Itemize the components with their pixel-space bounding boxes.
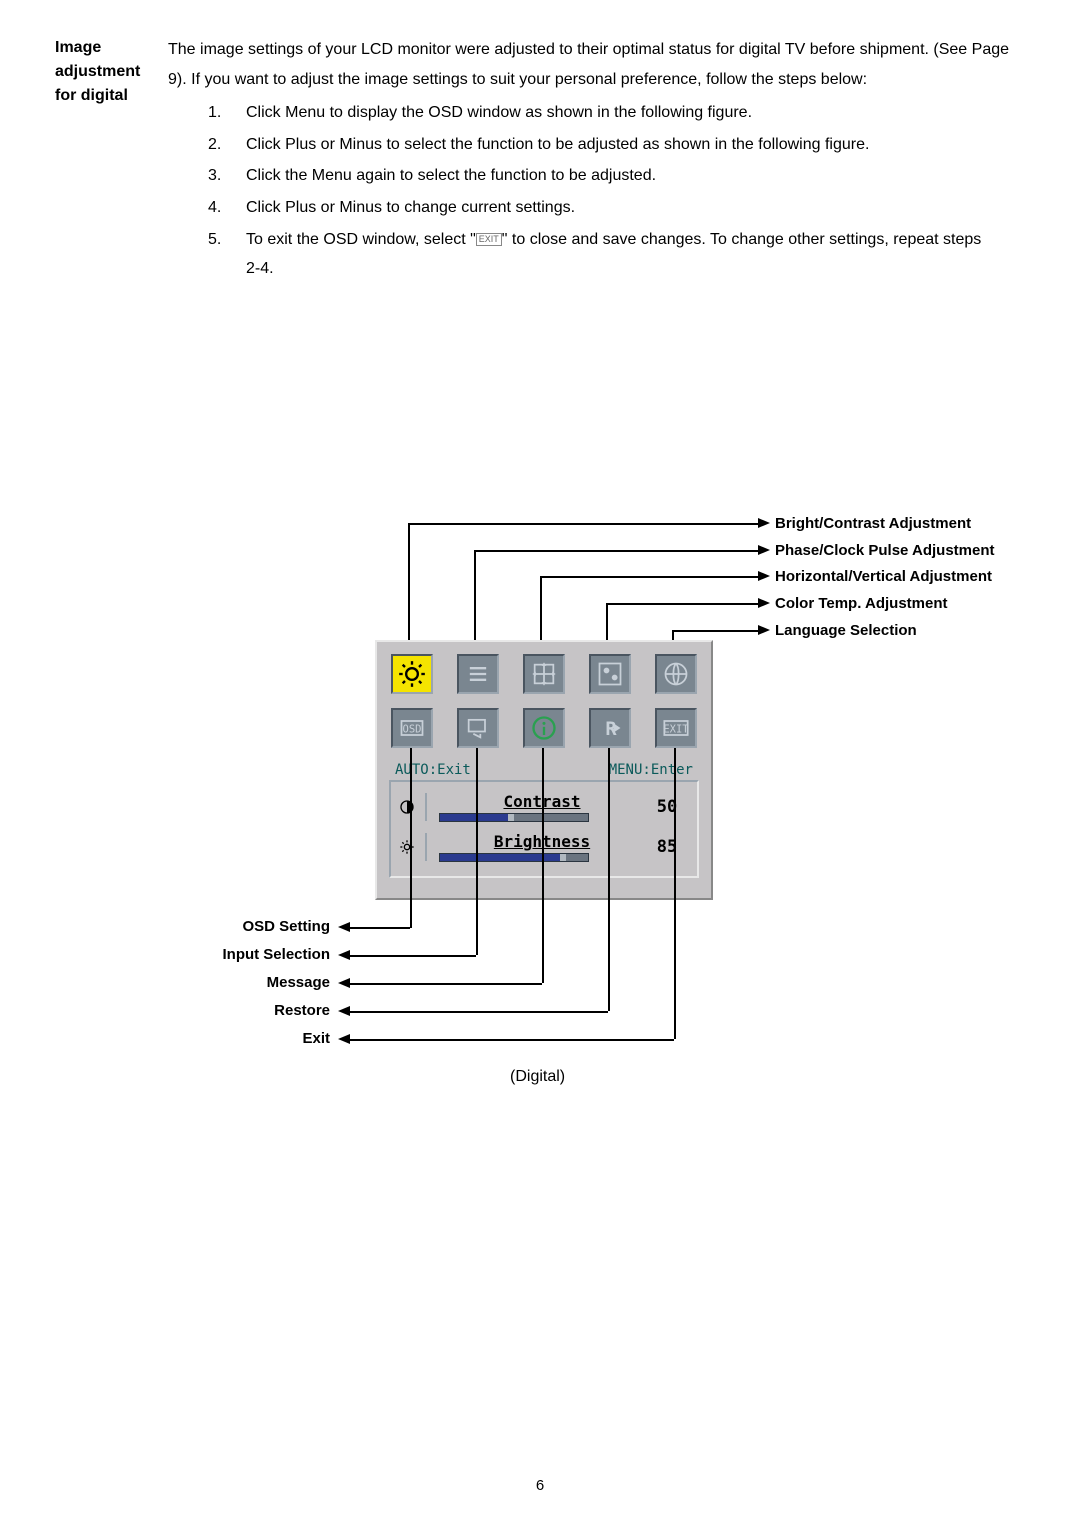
globe-icon — [655, 654, 697, 694]
info-icon — [523, 708, 565, 748]
callout-phase-clock: Phase/Clock Pulse Adjustment — [775, 542, 995, 559]
hint-auto-exit: AUTO:Exit — [395, 762, 471, 778]
exit-text-icon: EXIT — [655, 708, 697, 748]
brightness-small-icon — [399, 833, 427, 861]
osd-text-icon: OSD — [391, 708, 433, 748]
brightness-row: Brightness 85 — [399, 832, 689, 862]
list-item: 3.Click the Menu again to select the fun… — [208, 161, 1020, 191]
callout-input-selection: Input Selection — [170, 946, 330, 963]
callout-language: Language Selection — [775, 622, 917, 639]
callout-hv-adjustment: Horizontal/Vertical Adjustment — [775, 568, 992, 585]
hint-menu-enter: MENU:Enter — [609, 762, 693, 778]
contrast-icon — [399, 793, 427, 821]
restore-icon: R — [589, 708, 631, 748]
contrast-row: Contrast 50 — [399, 792, 689, 822]
callout-bright-contrast: Bright/Contrast Adjustment — [775, 515, 971, 532]
list-item: 5. To exit the OSD window, select "EXIT"… — [208, 225, 1020, 284]
position-icon — [523, 654, 565, 694]
contrast-value: 50 — [645, 797, 689, 817]
osd-row-1 — [391, 654, 699, 694]
diagram-caption: (Digital) — [510, 1068, 565, 1086]
color-temp-icon — [589, 654, 631, 694]
input-icon — [457, 708, 499, 748]
osd-diagram: Bright/Contrast Adjustment Phase/Clock P… — [210, 510, 1040, 1090]
osd-panel: OSD R EXIT AUTO:Exit MENU:Enter — [375, 640, 713, 900]
callout-color-temp: Color Temp. Adjustment — [775, 595, 948, 612]
list-item: 2.Click Plus or Minus to select the func… — [208, 130, 1020, 160]
callout-osd-setting: OSD Setting — [170, 918, 330, 935]
brightness-value: 85 — [645, 837, 689, 857]
lines-icon — [457, 654, 499, 694]
steps-list: 1.Click Menu to display the OSD window a… — [208, 98, 1020, 284]
step5-pre: To exit the OSD window, select " — [246, 231, 476, 248]
list-item: 1.Click Menu to display the OSD window a… — [208, 98, 1020, 128]
callout-exit: Exit — [170, 1030, 330, 1047]
svg-text:EXIT: EXIT — [663, 724, 689, 736]
exit-icon: EXIT — [476, 233, 502, 246]
callout-restore: Restore — [170, 1002, 330, 1019]
list-item: 4.Click Plus or Minus to change current … — [208, 193, 1020, 223]
callout-message: Message — [170, 974, 330, 991]
svg-text:OSD: OSD — [403, 724, 422, 736]
brightness-icon — [391, 654, 433, 694]
page-number: 6 — [0, 1477, 1080, 1494]
osd-row-2: OSD R EXIT — [391, 708, 699, 748]
section-heading: Image adjustment for digital — [55, 36, 155, 108]
intro-paragraph: The image settings of your LCD monitor w… — [168, 35, 1020, 94]
